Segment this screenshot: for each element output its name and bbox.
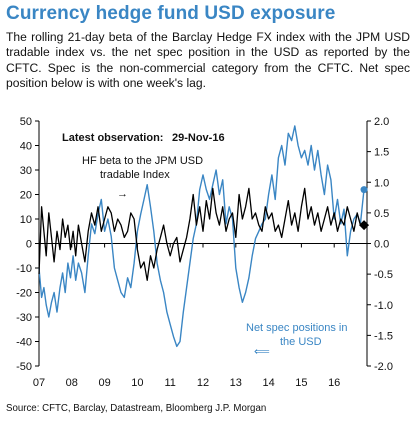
left-tick-label: 0 — [26, 239, 32, 251]
latest-observation-label: Latest observation: — [62, 132, 163, 144]
spec-series-label: Net spec positions in — [246, 322, 348, 334]
left-tick-label: 40 — [20, 141, 32, 153]
right-tick-label: 1.5 — [374, 147, 389, 159]
left-tick-label: 10 — [20, 214, 32, 226]
source-note: Source: CFTC, Barclay, Datastream, Bloom… — [6, 403, 267, 414]
left-tick-label: -10 — [16, 263, 32, 275]
right-tick-label: -1.5 — [374, 330, 393, 342]
spec-arrow-icon: ⟸ — [254, 346, 270, 358]
left-tick-label: -40 — [16, 337, 32, 349]
beta-latest-marker — [359, 220, 370, 231]
beta-arrow-icon: → — [117, 188, 128, 200]
latest-observation-date: 29-Nov-16 — [172, 132, 225, 144]
x-tick-label: 10 — [131, 377, 143, 389]
spec-series-label-2: the USD — [280, 336, 322, 348]
right-axis: 2.0 1.5 1.0 0.5 0.0 -0.5 -1.0 -1.5 -2.0 — [366, 116, 393, 373]
beta-series-label: HF beta to the JPM USD — [82, 155, 203, 167]
left-tick-label: 20 — [20, 190, 32, 202]
x-tick-label: 11 — [164, 377, 175, 389]
x-tick-label: 09 — [98, 377, 110, 389]
right-tick-label: 1.0 — [374, 177, 389, 189]
x-tick-label: 08 — [66, 377, 78, 389]
right-tick-label: -2.0 — [374, 361, 393, 373]
right-tick-label: 0.5 — [374, 208, 389, 220]
x-tick-label: 14 — [262, 377, 274, 389]
left-tick-label: -30 — [16, 312, 32, 324]
right-tick-label: -1.0 — [374, 300, 393, 312]
x-tick-label: 16 — [328, 377, 340, 389]
left-axis: 50 40 30 20 10 0 -10 -20 -30 -40 -50 — [16, 116, 40, 373]
right-tick-label: 0.0 — [374, 239, 389, 251]
series-layer — [38, 125, 370, 348]
left-tick-label: -50 — [16, 361, 32, 373]
right-tick-label: -0.5 — [374, 269, 393, 281]
x-tick-label: 15 — [295, 377, 307, 389]
net-spec-latest-marker — [360, 186, 368, 194]
x-tick-label: 07 — [33, 377, 45, 389]
page-title: Currency hedge fund USD exposure — [6, 3, 336, 24]
left-tick-label: 30 — [20, 165, 32, 177]
x-tick-label: 12 — [197, 377, 209, 389]
chart-description: The rolling 21-day beta of the Barclay H… — [6, 30, 410, 90]
beta-series-label-2: tradable Index — [100, 169, 170, 181]
left-tick-label: 50 — [20, 116, 32, 128]
x-axis: 07 08 09 10 11 12 13 14 15 16 — [33, 243, 368, 389]
beta-series-line — [38, 187, 364, 281]
x-tick-label: 13 — [230, 377, 242, 389]
left-tick-label: -20 — [16, 288, 32, 300]
right-tick-label: 2.0 — [374, 116, 389, 128]
